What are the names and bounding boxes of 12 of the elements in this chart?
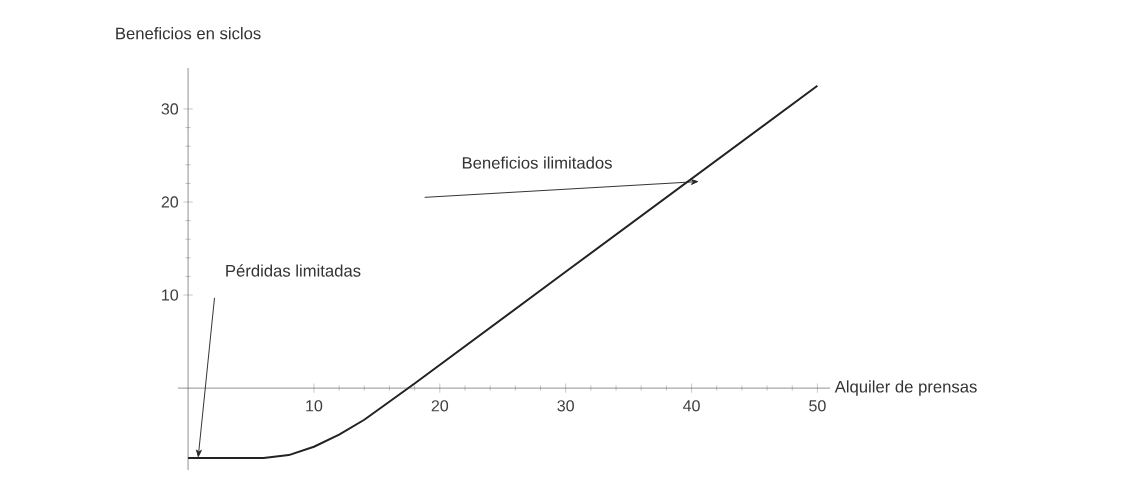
- x-tick-label: 40: [683, 400, 700, 412]
- x-tick-label: 50: [809, 400, 826, 412]
- x-tick-label: 10: [306, 400, 323, 412]
- y-tick-label: 10: [162, 289, 179, 301]
- y-axis-title: Beneficios en siclos: [116, 27, 261, 40]
- x-axis-title: Alquiler de prensas: [834, 380, 977, 396]
- x-tick-label: 30: [557, 400, 574, 412]
- annotation: Pérdidas limitadas: [226, 264, 361, 277]
- annotation: Beneficios ilimitados: [462, 156, 612, 169]
- y-tick-label: 30: [161, 103, 179, 115]
- y-tick-label: 20: [161, 196, 179, 208]
- x-tick-label: 20: [431, 400, 449, 412]
